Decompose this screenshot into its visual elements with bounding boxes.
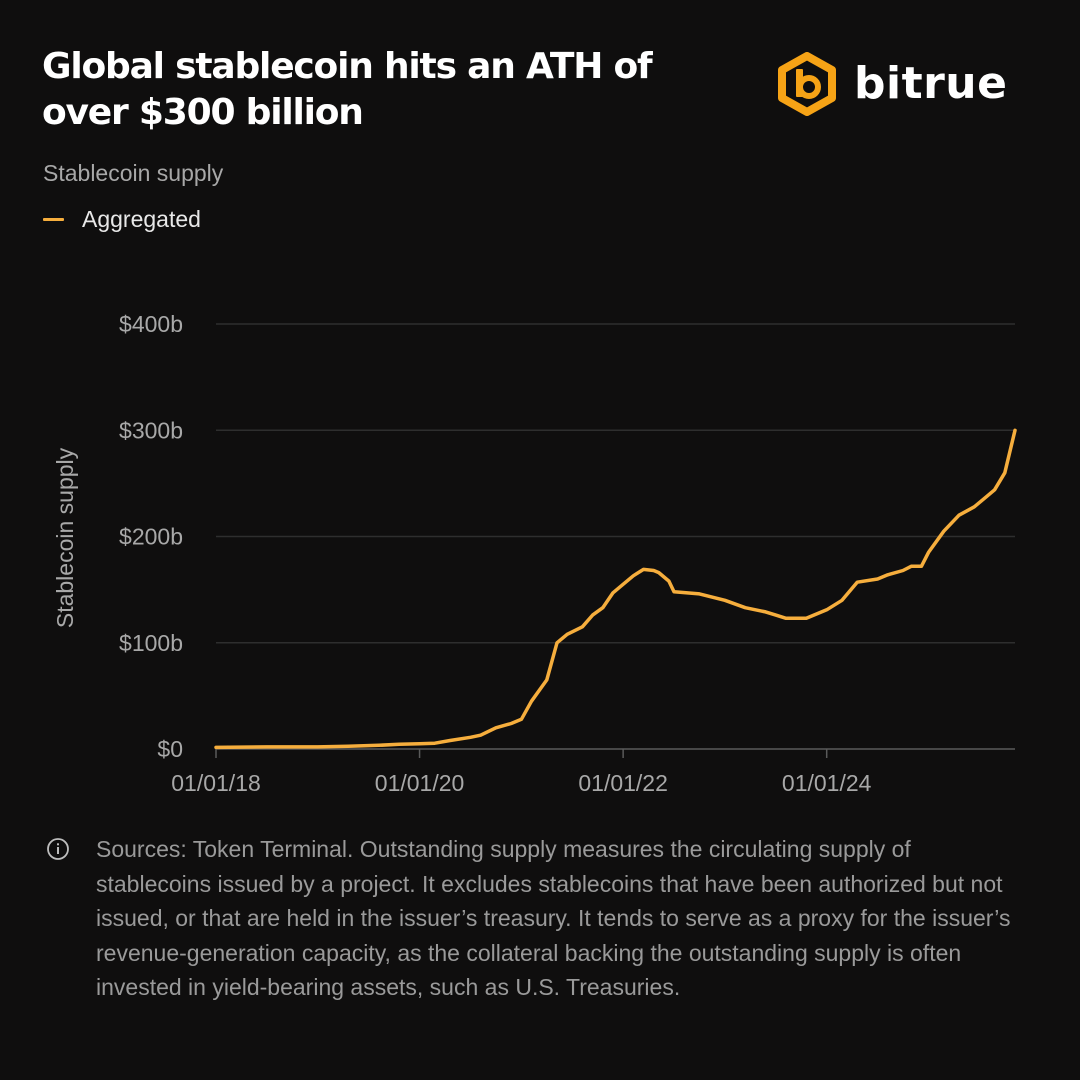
chart-subtitle: Stablecoin supply	[43, 160, 224, 186]
x-tick-label: 01/01/20	[375, 770, 465, 796]
y-tick-label: $100b	[119, 630, 183, 656]
legend-swatch-aggregated	[43, 218, 64, 221]
x-tick-label: 01/01/22	[578, 770, 668, 796]
chart-legend: Aggregated	[43, 206, 201, 233]
x-tick-label: 01/01/24	[782, 770, 872, 796]
source-text: Sources: Token Terminal. Outstanding sup…	[96, 836, 1011, 1000]
y-axis-title: Stablecoin supply	[52, 447, 78, 628]
brand-logo: bitrue	[776, 52, 1007, 116]
y-tick-label: $200b	[119, 524, 183, 550]
y-tick-label: $400b	[119, 311, 183, 337]
bitrue-logo-icon	[778, 52, 836, 116]
page-title: Global stablecoin hits an ATH of over $3…	[42, 46, 653, 133]
y-tick-label: $300b	[119, 417, 183, 443]
source-note: Sources: Token Terminal. Outstanding sup…	[44, 832, 1044, 1005]
legend-label-aggregated: Aggregated	[82, 206, 201, 232]
brand-name: bitrue	[854, 58, 1008, 109]
x-tick-label: 01/01/18	[171, 770, 261, 796]
info-icon	[47, 838, 69, 860]
y-tick-label: $0	[157, 736, 183, 762]
line-chart: $0 $100b $200b $300b $400b 01/01/18 01/01/20 01…	[52, 311, 1017, 796]
series-line-aggregated	[214, 428, 1017, 750]
